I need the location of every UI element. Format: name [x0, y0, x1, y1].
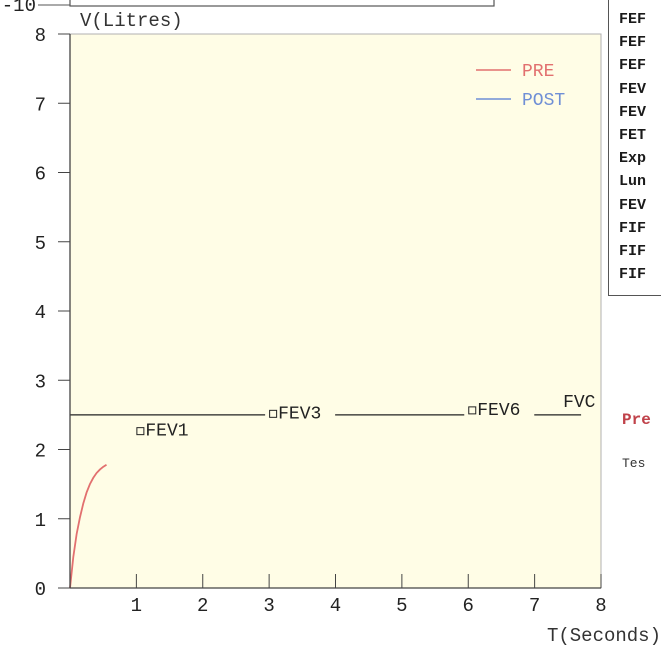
parameter-row-label: FEV	[619, 103, 647, 121]
y-tick-label: 8	[35, 25, 46, 47]
annotation-marker	[269, 409, 278, 418]
parameter-row-label: FEV	[619, 196, 647, 214]
parameter-row-label: FEV	[619, 80, 647, 98]
annotation-backdrop	[464, 399, 535, 419]
annotation-label: FEV6	[477, 401, 520, 421]
parameter-table: FEF FEF FEF FEV FEV FET Exp Lun FEV FIF FIF FIF	[608, 0, 661, 296]
upper-chart-frame	[69, 0, 495, 7]
parameter-row-label: FEF	[619, 11, 647, 28]
annotation-marker	[468, 406, 477, 415]
x-tick-label: 3	[263, 595, 274, 617]
y-tick-label: 7	[35, 94, 46, 116]
legend-label-post: POST	[522, 91, 565, 111]
x-tick-label: 6	[463, 595, 474, 617]
parameter-row-label: Lun	[619, 173, 647, 191]
x-tick-label: 8	[595, 595, 606, 617]
annotation-label: FEV1	[145, 422, 188, 442]
annotation-fev3: FEV3	[265, 403, 336, 424]
y-tick-label: 0	[35, 579, 46, 601]
parameter-row-label: FIF	[619, 243, 647, 260]
y-tick-label: 5	[35, 233, 46, 255]
parameter-row-label: FIF	[619, 266, 647, 284]
test-label: Tes	[622, 456, 646, 471]
x-axis-title: T(Seconds)	[547, 625, 661, 647]
annotation-backdrop	[265, 403, 336, 423]
annotation-fev1: FEV1	[132, 420, 203, 442]
annotation-fvc: FVC	[563, 393, 596, 413]
legend-label-pre: PRE	[522, 62, 554, 82]
annotation-label: FEV3	[278, 404, 321, 424]
parameter-row-label: FEF	[619, 34, 647, 52]
parameter-row-label: Exp	[619, 150, 647, 168]
y-tick-label: 4	[35, 302, 46, 324]
series-layer	[69, 463, 107, 589]
y-tick-label: 1	[35, 510, 46, 532]
x-tick-label: 5	[396, 595, 407, 617]
x-tick-label: 4	[330, 595, 341, 617]
x-tick-label: 2	[197, 595, 208, 617]
legend: PRE POST	[476, 62, 565, 111]
series-line-pre	[69, 463, 107, 589]
annotation-backdrop	[132, 420, 203, 440]
annotation-fev6: FEV6	[464, 399, 535, 421]
upper-chart-tick-label: -10	[2, 0, 36, 17]
parameter-row-label: FEF	[619, 57, 647, 75]
y-axis-title: V(Litres)	[80, 10, 183, 32]
x-tick-label: 1	[131, 595, 142, 617]
x-tick-label: 7	[529, 595, 540, 617]
y-ticks: 0 1 2 3 4 5 6 7 8	[35, 25, 70, 601]
parameter-row-label: FET	[619, 127, 647, 144]
y-tick-label: 2	[35, 441, 46, 463]
parameter-row-label: FIF	[619, 219, 647, 237]
y-tick-label: 6	[35, 164, 46, 186]
annotation-marker	[136, 427, 145, 436]
predicted-label: Pre	[622, 411, 651, 429]
annotations: FEV1 FEV3 FEV6 FVC	[132, 393, 596, 442]
plot-area	[69, 33, 602, 589]
x-ticks: 1 2 3 4 5 6 7 8	[131, 574, 607, 617]
y-tick-label: 3	[35, 371, 46, 393]
